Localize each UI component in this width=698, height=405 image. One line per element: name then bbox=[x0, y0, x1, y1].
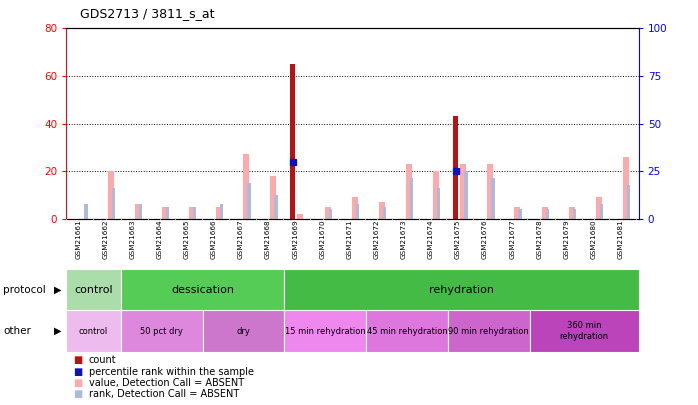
Bar bbox=[366, 310, 448, 352]
Text: GSM21673: GSM21673 bbox=[401, 220, 407, 259]
Text: dessication: dessication bbox=[171, 285, 234, 294]
Text: control: control bbox=[79, 326, 108, 336]
Text: percentile rank within the sample: percentile rank within the sample bbox=[89, 367, 253, 377]
Text: GSM21674: GSM21674 bbox=[428, 220, 434, 259]
Bar bbox=[453, 116, 458, 219]
Bar bbox=[460, 164, 466, 219]
Text: 15 min rehydration: 15 min rehydration bbox=[285, 326, 366, 336]
Bar bbox=[284, 269, 639, 310]
Bar bbox=[284, 310, 366, 352]
Text: GSM21672: GSM21672 bbox=[373, 220, 380, 259]
Text: rank, Detection Call = ABSENT: rank, Detection Call = ABSENT bbox=[89, 390, 239, 399]
Bar bbox=[410, 178, 413, 219]
Text: GSM21675: GSM21675 bbox=[455, 220, 461, 259]
Bar bbox=[274, 195, 278, 219]
Text: value, Detection Call = ABSENT: value, Detection Call = ABSENT bbox=[89, 378, 244, 388]
Bar bbox=[290, 64, 295, 219]
Bar bbox=[572, 209, 576, 219]
Bar bbox=[487, 164, 493, 219]
Bar bbox=[66, 310, 121, 352]
Bar bbox=[66, 269, 121, 310]
Bar bbox=[220, 205, 223, 219]
Text: GSM21663: GSM21663 bbox=[130, 220, 135, 259]
Text: GSM21680: GSM21680 bbox=[591, 220, 597, 259]
Text: GSM21678: GSM21678 bbox=[536, 220, 542, 259]
Bar bbox=[189, 207, 195, 219]
Text: GSM21681: GSM21681 bbox=[618, 220, 624, 259]
Bar bbox=[542, 207, 547, 219]
Text: GSM21670: GSM21670 bbox=[320, 220, 325, 259]
Bar bbox=[112, 188, 115, 219]
Text: ■: ■ bbox=[73, 367, 82, 377]
Text: GSM21664: GSM21664 bbox=[156, 220, 163, 259]
Bar bbox=[193, 207, 196, 219]
Bar bbox=[448, 310, 530, 352]
Text: GSM21677: GSM21677 bbox=[510, 220, 515, 259]
Bar bbox=[530, 310, 639, 352]
Bar bbox=[514, 207, 521, 219]
Text: dry: dry bbox=[237, 326, 251, 336]
Bar bbox=[139, 205, 142, 219]
Bar bbox=[162, 207, 168, 219]
Text: other: other bbox=[3, 326, 31, 336]
Bar bbox=[216, 207, 222, 219]
Bar bbox=[297, 214, 304, 219]
Bar bbox=[329, 209, 332, 219]
Bar bbox=[121, 269, 284, 310]
Bar bbox=[84, 205, 88, 219]
Text: ■: ■ bbox=[73, 378, 82, 388]
Bar bbox=[356, 205, 359, 219]
Bar bbox=[121, 310, 202, 352]
Text: GSM21662: GSM21662 bbox=[103, 220, 108, 259]
Bar bbox=[596, 197, 602, 219]
Text: ▶: ▶ bbox=[54, 285, 61, 294]
Text: GSM21661: GSM21661 bbox=[75, 220, 81, 259]
Text: ▶: ▶ bbox=[54, 326, 61, 336]
Text: 360 min
rehydration: 360 min rehydration bbox=[560, 322, 609, 341]
Bar bbox=[464, 171, 468, 219]
Bar bbox=[352, 197, 357, 219]
Text: GSM21665: GSM21665 bbox=[184, 220, 190, 259]
Bar bbox=[546, 209, 549, 219]
Text: 90 min rehydration: 90 min rehydration bbox=[448, 326, 529, 336]
Text: 45 min rehydration: 45 min rehydration bbox=[366, 326, 447, 336]
Text: protocol: protocol bbox=[3, 285, 46, 294]
Bar bbox=[107, 171, 114, 219]
Bar bbox=[437, 188, 440, 219]
Bar bbox=[383, 207, 386, 219]
Text: GSM21667: GSM21667 bbox=[238, 220, 244, 259]
Bar bbox=[600, 205, 603, 219]
Bar bbox=[135, 205, 140, 219]
Text: GSM21679: GSM21679 bbox=[563, 220, 570, 259]
Bar bbox=[166, 207, 169, 219]
Bar bbox=[406, 164, 412, 219]
Text: rehydration: rehydration bbox=[429, 285, 494, 294]
Bar bbox=[243, 154, 249, 219]
Bar bbox=[202, 310, 284, 352]
Text: GSM21671: GSM21671 bbox=[346, 220, 352, 259]
Bar bbox=[627, 185, 630, 219]
Bar bbox=[569, 207, 574, 219]
Text: GSM21666: GSM21666 bbox=[211, 220, 217, 259]
Text: count: count bbox=[89, 356, 117, 365]
Text: ■: ■ bbox=[73, 390, 82, 399]
Text: control: control bbox=[74, 285, 113, 294]
Bar bbox=[379, 202, 385, 219]
Bar bbox=[491, 178, 495, 219]
Text: GSM21676: GSM21676 bbox=[482, 220, 488, 259]
Text: ■: ■ bbox=[73, 356, 82, 365]
Bar bbox=[519, 209, 522, 219]
Text: GSM21669: GSM21669 bbox=[292, 220, 298, 259]
Bar bbox=[623, 157, 629, 219]
Bar bbox=[325, 207, 331, 219]
Bar bbox=[433, 171, 439, 219]
Text: GSM21668: GSM21668 bbox=[265, 220, 271, 259]
Bar bbox=[247, 183, 251, 219]
Text: GDS2713 / 3811_s_at: GDS2713 / 3811_s_at bbox=[80, 7, 215, 20]
Bar bbox=[270, 176, 276, 219]
Text: 50 pct dry: 50 pct dry bbox=[140, 326, 183, 336]
